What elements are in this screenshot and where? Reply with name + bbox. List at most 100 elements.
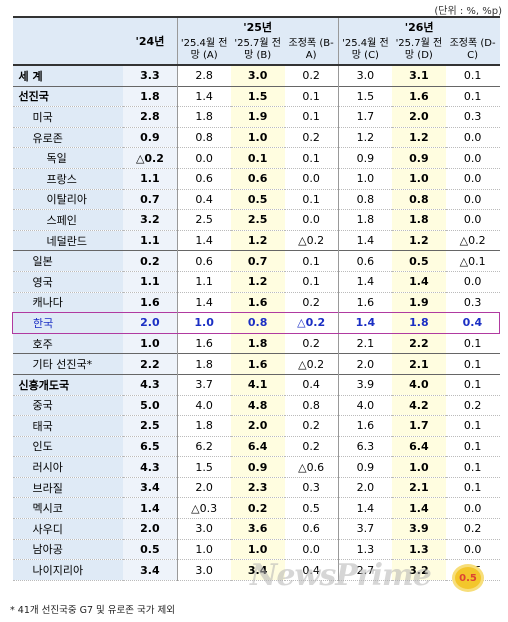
value-25-jul: 2.0 bbox=[230, 415, 285, 437]
value-26-adj: 0.1 bbox=[445, 456, 500, 478]
value-26-apr: 0.8 bbox=[337, 189, 392, 211]
value-25-jul: 4.1 bbox=[230, 373, 285, 396]
value-25-jul: 0.8 bbox=[230, 312, 285, 334]
row-label: 프랑스 bbox=[12, 168, 124, 190]
row-label: 러시아 bbox=[12, 456, 124, 478]
value-26-adj: 0.0 bbox=[445, 497, 500, 520]
value-25-apr: 2.8 bbox=[176, 64, 231, 87]
value-26-jul: 1.3 bbox=[392, 539, 446, 561]
row-label: 인도 bbox=[12, 436, 124, 458]
row-label: 선진국 bbox=[12, 85, 124, 108]
value-25-adj: 0.2 bbox=[284, 333, 339, 355]
value-26-jul: 1.4 bbox=[392, 271, 446, 293]
value-25-adj: 0.6 bbox=[284, 518, 339, 540]
row-label: 캐나다 bbox=[12, 292, 124, 314]
value-25-adj: 0.4 bbox=[284, 559, 339, 581]
value-26-jul: 1.8 bbox=[392, 209, 446, 231]
value-26-adj: 0.1 bbox=[445, 353, 500, 375]
value-25-jul: 1.0 bbox=[230, 127, 285, 149]
table-row: 사우디 2.0 3.0 3.6 0.6 3.7 3.9 0.2 bbox=[12, 518, 500, 540]
value-25-adj: △0.2 bbox=[284, 353, 339, 375]
value-26-apr: 2.0 bbox=[337, 353, 392, 375]
value-25-apr: 1.4 bbox=[176, 230, 231, 252]
table-row: 신흥개도국 4.3 3.7 4.1 0.4 3.9 4.0 0.1 bbox=[12, 373, 500, 396]
row-label: 세 계 bbox=[12, 64, 124, 87]
value-25-jul: 1.9 bbox=[230, 106, 285, 128]
footnote: * 41개 선진국중 G7 및 유로존 국가 제외 bbox=[10, 605, 176, 616]
row-label: 독일 bbox=[12, 147, 124, 169]
value-26-adj: 0.0 bbox=[445, 147, 500, 169]
value-25-jul: 2.5 bbox=[230, 209, 285, 231]
value-25-adj: 0.2 bbox=[284, 127, 339, 149]
value-2024: 1.1 bbox=[123, 271, 178, 293]
value-26-adj: 0.1 bbox=[445, 373, 500, 396]
table-row: 러시아 4.3 1.5 0.9 △0.6 0.9 1.0 0.1 bbox=[12, 456, 500, 478]
value-26-apr: 1.4 bbox=[337, 230, 392, 252]
value-2024: 2.8 bbox=[123, 106, 178, 128]
value-25-jul: 1.8 bbox=[230, 333, 285, 355]
value-26-adj: △0.1 bbox=[445, 250, 500, 272]
unit-note: (단위 : %, %p) bbox=[434, 6, 502, 17]
value-26-apr: 1.6 bbox=[337, 292, 392, 314]
table-row: 기타 선진국* 2.2 1.8 1.6 △0.2 2.0 2.1 0.1 bbox=[12, 353, 500, 375]
value-25-adj: 0.4 bbox=[284, 373, 339, 396]
value-26-adj: △0.2 bbox=[445, 230, 500, 252]
value-26-jul: 4.2 bbox=[392, 395, 446, 417]
value-25-apr: 0.6 bbox=[176, 168, 231, 190]
value-25-apr: 3.7 bbox=[176, 373, 231, 396]
table-row: 독일 △0.2 0.0 0.1 0.1 0.9 0.9 0.0 bbox=[12, 147, 500, 169]
value-25-adj: 0.1 bbox=[284, 271, 339, 293]
value-26-adj: 0.0 bbox=[445, 271, 500, 293]
value-26-apr: 0.6 bbox=[337, 250, 392, 272]
value-25-jul: 0.6 bbox=[230, 168, 285, 190]
value-25-apr: 2.5 bbox=[176, 209, 231, 231]
y25-jul-header: '25.7월 전망 (B) bbox=[230, 36, 285, 66]
country-column-header bbox=[12, 16, 124, 66]
y26-jul-header: '25.7월 전망 (D) bbox=[392, 36, 446, 66]
value-25-jul: 0.7 bbox=[230, 250, 285, 272]
table-row: 네덜란드 1.1 1.4 1.2 △0.2 1.4 1.2 △0.2 bbox=[12, 230, 500, 252]
value-25-jul: 0.5 bbox=[230, 189, 285, 211]
value-25-jul: 3.4 bbox=[230, 559, 285, 581]
value-25-adj: △0.2 bbox=[284, 230, 339, 252]
value-2024: △0.2 bbox=[123, 147, 178, 169]
value-25-adj: 0.2 bbox=[284, 415, 339, 437]
row-label: 신흥개도국 bbox=[12, 373, 124, 396]
table-row: 세 계 3.3 2.8 3.0 0.2 3.0 3.1 0.1 bbox=[12, 64, 500, 87]
table-row: 미국 2.8 1.8 1.9 0.1 1.7 2.0 0.3 bbox=[12, 106, 500, 128]
value-26-adj: 0.1 bbox=[445, 415, 500, 437]
value-25-apr: 1.1 bbox=[176, 271, 231, 293]
value-26-jul: 6.4 bbox=[392, 436, 446, 458]
value-26-apr: 1.0 bbox=[337, 168, 392, 190]
value-26-jul: 2.2 bbox=[392, 333, 446, 355]
value-26-jul: 1.7 bbox=[392, 415, 446, 437]
value-26-apr: 3.0 bbox=[337, 64, 392, 87]
value-25-jul: 1.0 bbox=[230, 539, 285, 561]
value-26-adj: 0.3 bbox=[445, 292, 500, 314]
value-26-adj: 0.0 bbox=[445, 209, 500, 231]
row-label: 호주 bbox=[12, 333, 124, 355]
value-25-jul: 3.0 bbox=[230, 64, 285, 87]
value-2024: 1.8 bbox=[123, 85, 178, 108]
value-26-adj: 0.0 bbox=[445, 127, 500, 149]
value-2024: 3.2 bbox=[123, 209, 178, 231]
row-label: 이탈리아 bbox=[12, 189, 124, 211]
value-25-apr: 3.0 bbox=[176, 559, 231, 581]
y26-adj-header: 조정폭 (D-C) bbox=[445, 36, 500, 66]
value-26-adj: 0.1 bbox=[445, 64, 500, 87]
value-25-apr: 4.0 bbox=[176, 395, 231, 417]
value-25-apr: △0.3 bbox=[176, 497, 231, 520]
value-26-apr: 3.9 bbox=[337, 373, 392, 396]
value-26-adj: 0.0 bbox=[445, 168, 500, 190]
value-26-adj: 0.0 bbox=[445, 189, 500, 211]
table-row: 태국 2.5 1.8 2.0 0.2 1.6 1.7 0.1 bbox=[12, 415, 500, 437]
value-2024: 2.0 bbox=[123, 312, 178, 334]
value-26-jul: 4.0 bbox=[392, 373, 446, 396]
value-2024: 6.5 bbox=[123, 436, 178, 458]
value-25-adj: 0.1 bbox=[284, 189, 339, 211]
row-label: 스페인 bbox=[12, 209, 124, 231]
growth-forecast-table: '24년 '25년 '26년 '25.4월 전망 (A) '25.7월 전망 (… bbox=[12, 16, 500, 581]
value-26-apr: 1.4 bbox=[337, 271, 392, 293]
value-25-apr: 1.4 bbox=[176, 85, 231, 108]
value-26-apr: 1.2 bbox=[337, 127, 392, 149]
